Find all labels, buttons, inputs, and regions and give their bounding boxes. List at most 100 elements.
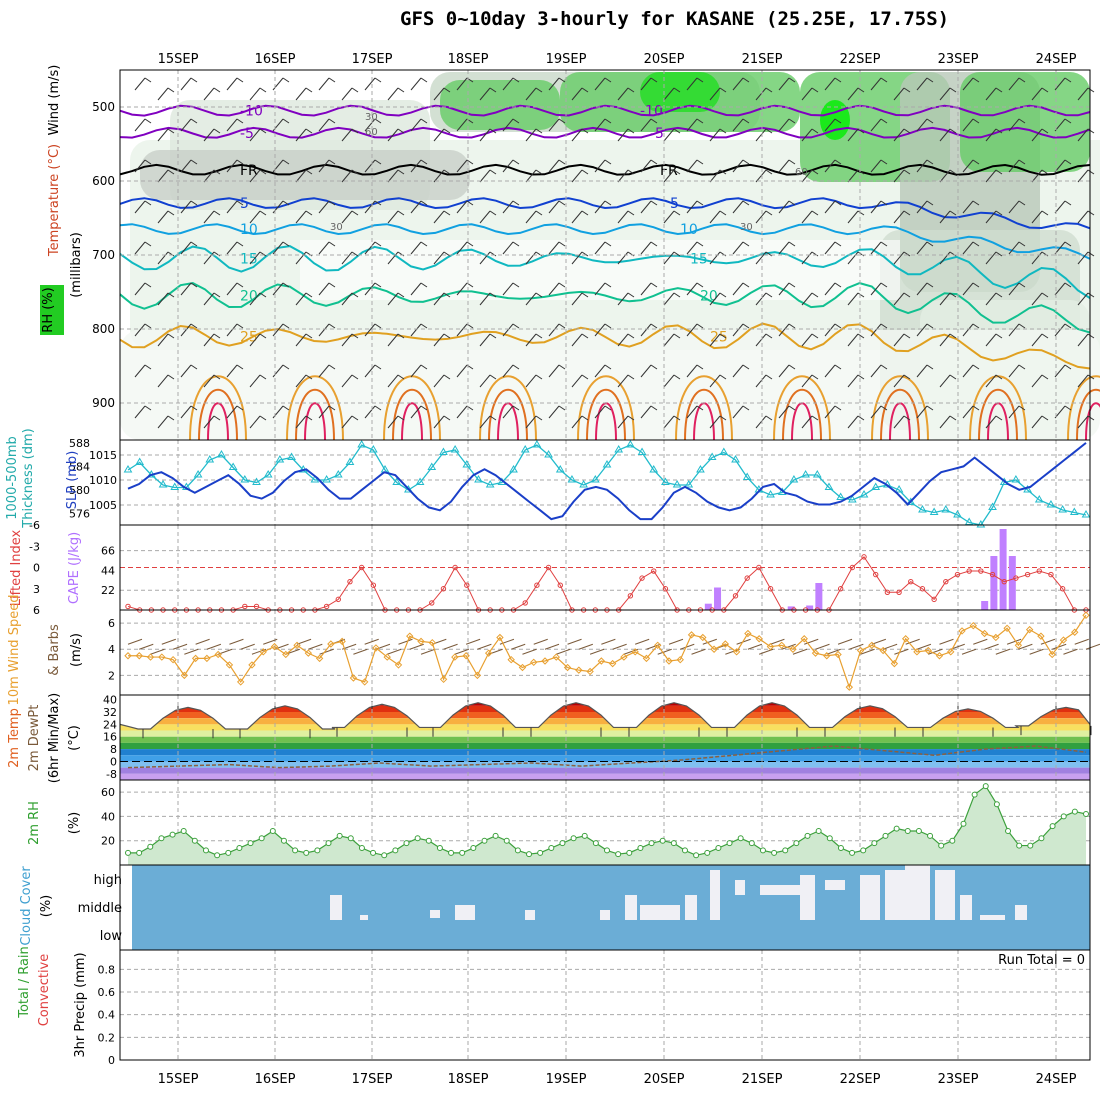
wind-barb-flag [719,333,727,339]
wind-barb-flag [788,77,796,83]
rh-shade [140,150,470,200]
wind-barb-10m [973,638,988,645]
wind-barb-flag [880,200,888,206]
wind-barb [686,200,698,214]
cloud-block [455,905,475,920]
slp-marker [661,477,670,485]
wind-speed-marker [214,650,222,659]
wind-barb-10m [443,643,458,650]
wind-barb-flag [282,118,290,124]
wind-barb-10m [860,648,875,655]
slp-marker [719,447,729,455]
wind-speed-marker [1048,650,1056,659]
axis-label-wind-speed: 10m Wind Speed [7,595,22,706]
wind-barb [893,169,905,183]
axis-label-rh2m: 2m RH [27,801,42,845]
wind-barb-flag [443,169,451,175]
wind-barb-flag [328,241,336,247]
wind-barb-10m [499,638,515,645]
wind-barb-flag [765,374,773,380]
wind-barb-flag [558,159,566,165]
slp-marker [742,472,752,480]
slp-marker [1034,495,1044,503]
wind-barb [1008,77,1020,91]
wind-barb-flag [1018,405,1026,411]
wind-barb [364,405,376,419]
wind-barb [870,118,882,132]
slp-marker [953,510,962,518]
temp-contour-surface [286,375,344,441]
wind-barb-10m [1052,643,1067,650]
li-marker [522,600,528,606]
wind-barb-flag [443,415,451,421]
rh-marker [804,832,811,839]
wind-barb-flag [765,87,773,93]
wind-barb-flag [167,87,175,93]
wind-barb [341,374,353,388]
wind-barb-10m [206,643,222,650]
wind-barb [387,415,399,429]
wind-barb [870,159,882,173]
wind-barb [916,241,928,255]
axis-label-minmax: (6hr Min/Max) [47,693,62,783]
slp-marker [1058,505,1068,513]
wind-speed-marker [124,652,132,660]
wind-barb [1077,169,1089,183]
wind-barb [686,159,698,173]
wind-barb [249,210,261,224]
wind-barb [1077,210,1089,224]
wind-barb [939,292,951,306]
wind-barb-flag [1041,333,1049,339]
li-marker [744,575,750,581]
wind-barb [617,415,629,429]
wind-barb [410,364,422,378]
slp-marker [976,520,986,528]
axis-label-wind-units: (m/s) [69,633,84,667]
temp-contour [119,197,1091,230]
wind-barb-flag [558,323,566,329]
wind-barb [640,159,652,173]
wind-barb [1008,364,1020,378]
wind-barb-flag [259,210,267,216]
wind-barb [180,323,192,337]
temp-band [120,736,1090,743]
wind-barb-flag [328,77,336,83]
temp-contour-surface [773,375,831,441]
wind-speed-marker [913,648,921,656]
wind-speed-marker [349,674,358,682]
wind-barb [801,87,813,101]
wind-barb [732,118,744,132]
wind-barb-flag [144,323,152,329]
li-marker [1013,575,1019,581]
rh-marker [982,783,989,790]
wind-barb [1031,292,1043,306]
wind-barb [479,292,491,306]
rh-marker [581,832,588,839]
dewpoint-line [127,745,1087,769]
cape-tick: 22 [101,584,115,597]
wind-barb-10m [1040,638,1056,645]
wind-barb-flag [351,333,359,339]
wind-barb [249,333,261,347]
wind-barb-flag [328,323,336,329]
wind-barb-flag [351,251,359,257]
wind-barb-flag [765,210,773,216]
wind-barb-10m [477,643,492,650]
axis-label-thickness-dm: Thickness (dm) [21,428,36,528]
axis-label-barbs: & Barbs [47,624,62,676]
slp-marker [217,450,226,458]
temp-bands [120,702,1090,780]
wind-barb [295,251,307,265]
wind-barb-flag [420,241,428,247]
wind-barb [295,128,307,142]
wind-barb [157,251,169,265]
wind-barb-flag [742,405,750,411]
thickness-tick: 580 [69,484,90,497]
cape-tick: 44 [101,564,115,577]
cape-bar [704,603,712,610]
wind-barb [1077,333,1089,347]
wind-barb-10m [195,638,210,645]
rh-marker [882,832,889,839]
rh-marker [403,840,410,847]
wind-tick: 2 [108,669,115,682]
